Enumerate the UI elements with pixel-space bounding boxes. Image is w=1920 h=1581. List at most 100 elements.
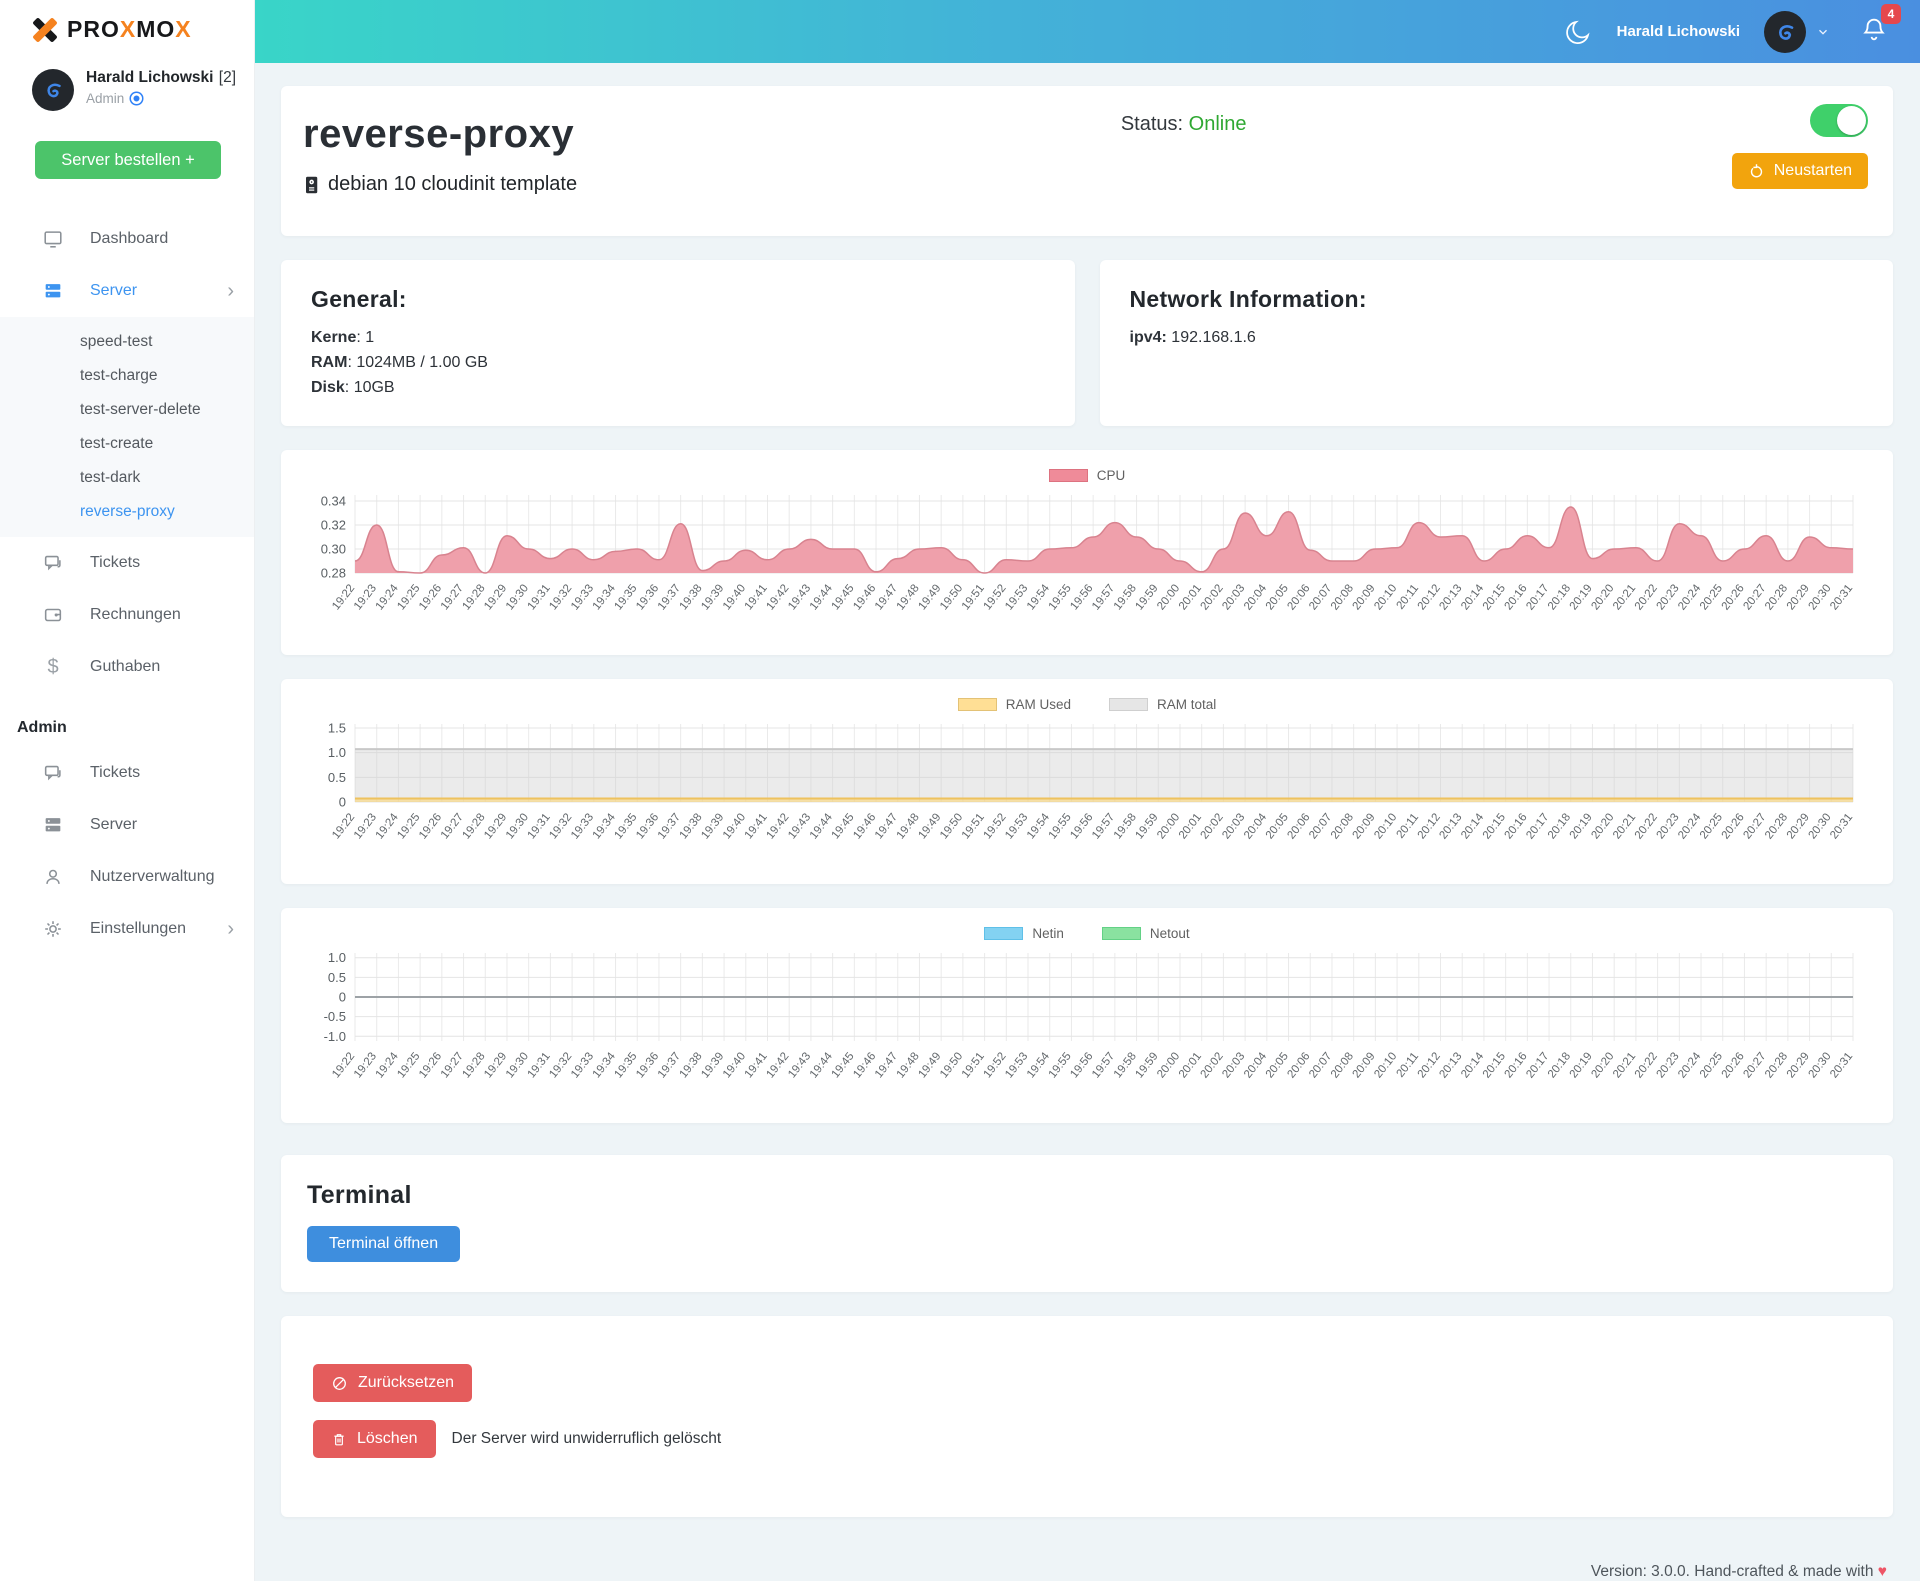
svg-text:19:31: 19:31 (526, 1050, 553, 1080)
svg-text:19:34: 19:34 (591, 582, 619, 613)
svg-text:19:45: 19:45 (830, 811, 857, 841)
reset-button[interactable]: Zurücksetzen (313, 1364, 472, 1402)
svg-text:20:27: 20:27 (1741, 582, 1768, 612)
svg-text:20:18: 20:18 (1546, 582, 1573, 612)
svg-text:20:00: 20:00 (1155, 811, 1182, 841)
sidebar-subitem-speed-test[interactable]: speed-test (0, 325, 254, 359)
svg-text:19:30: 19:30 (504, 582, 531, 612)
svg-text:19:47: 19:47 (873, 582, 900, 612)
avatar[interactable] (32, 69, 74, 111)
sidebar-subitem-test-charge[interactable]: test-charge (0, 359, 254, 393)
sidebar-item-dashboard[interactable]: Dashboard (0, 213, 254, 265)
svg-text:20:10: 20:10 (1372, 582, 1399, 612)
svg-text:20:12: 20:12 (1416, 1050, 1443, 1080)
svg-text:19:44: 19:44 (808, 1050, 836, 1081)
svg-text:20:07: 20:07 (1307, 1050, 1334, 1080)
general-row-kerne: Kerne: 1 (311, 325, 1045, 350)
svg-text:19:22: 19:22 (330, 811, 357, 841)
sidebar-item-guthaben[interactable]: $ Guthaben (0, 641, 254, 693)
svg-text:20:14: 20:14 (1459, 811, 1487, 842)
legend-item-ram-total[interactable]: RAM total (1109, 697, 1216, 712)
avatar[interactable] (1764, 11, 1806, 53)
ram-usage-chart[interactable]: 1.51.00.5019:2219:2319:2419:2519:2619:27… (305, 717, 1865, 876)
svg-text:20:24: 20:24 (1676, 582, 1704, 613)
sidebar-item-label: Einstellungen (90, 920, 186, 938)
svg-text:20:24: 20:24 (1676, 1050, 1704, 1081)
svg-text:20:08: 20:08 (1329, 582, 1356, 612)
svg-text:20:06: 20:06 (1285, 582, 1312, 612)
svg-text:19:24: 19:24 (374, 811, 402, 842)
legend-item-ram-used[interactable]: RAM Used (958, 697, 1071, 712)
sidebar-item-label: Dashboard (90, 230, 168, 248)
svg-text:19:54: 19:54 (1025, 582, 1053, 613)
svg-text:19:28: 19:28 (460, 582, 487, 612)
svg-text:20:27: 20:27 (1741, 1050, 1768, 1080)
general-title: General: (311, 286, 1045, 313)
svg-text:20:01: 20:01 (1177, 811, 1204, 841)
user-role-label: Admin (86, 91, 124, 106)
proxmox-x-icon (30, 17, 60, 43)
terminal-title: Terminal (307, 1181, 1863, 1210)
topbar-username[interactable]: Harald Lichowski (1617, 23, 1740, 40)
svg-text:19:55: 19:55 (1047, 811, 1074, 841)
svg-text:20:19: 20:19 (1568, 582, 1595, 612)
svg-text:20:16: 20:16 (1503, 582, 1530, 612)
sidebar-item-einstellungen[interactable]: Einstellungen › (0, 903, 254, 955)
sidebar-subitem-reverse-proxy[interactable]: reverse-proxy (0, 495, 254, 529)
sidebar-item-nutzerverwaltung[interactable]: Nutzerverwaltung (0, 851, 254, 903)
svg-text:20:20: 20:20 (1589, 582, 1616, 612)
legend-item-netin[interactable]: Netin (984, 926, 1064, 941)
svg-text:20:09: 20:09 (1351, 582, 1378, 612)
power-toggle[interactable] (1810, 104, 1868, 137)
sidebar-subitem-test-create[interactable]: test-create (0, 427, 254, 461)
order-server-button[interactable]: Server bestellen + (35, 141, 221, 179)
svg-text:20:03: 20:03 (1220, 582, 1247, 612)
svg-text:19:45: 19:45 (830, 582, 857, 612)
sidebar-item-admin-server[interactable]: Server (0, 799, 254, 851)
svg-text:0.34: 0.34 (321, 494, 346, 509)
svg-text:0: 0 (339, 795, 346, 810)
monitor-icon (42, 228, 64, 250)
sidebar-item-rechnungen[interactable]: Rechnungen (0, 589, 254, 641)
svg-text:20:09: 20:09 (1351, 811, 1378, 841)
netout-legend-swatch (1102, 927, 1141, 940)
sidebar-item-label: Server (90, 816, 137, 834)
proxmox-logo[interactable]: PROXMOX (0, 0, 254, 43)
moon-dark-mode-icon[interactable] (1563, 17, 1593, 47)
svg-text:19:40: 19:40 (721, 582, 748, 612)
open-terminal-button[interactable]: Terminal öffnen (307, 1226, 460, 1262)
svg-text:20:27: 20:27 (1741, 811, 1768, 841)
notifications-bell[interactable]: 4 (1860, 15, 1888, 48)
svg-text:20:14: 20:14 (1459, 582, 1487, 613)
svg-text:19:58: 19:58 (1112, 582, 1139, 612)
svg-text:20:25: 20:25 (1698, 582, 1725, 612)
sidebar-item-tickets[interactable]: Tickets (0, 537, 254, 589)
delete-button[interactable]: Löschen (313, 1420, 436, 1458)
sidebar-item-server[interactable]: Server › (0, 265, 254, 317)
sidebar-subitem-test-server-delete[interactable]: test-server-delete (0, 393, 254, 427)
ram-chart-legend: RAM Used RAM total (305, 693, 1869, 715)
network-traffic-chart[interactable]: 1.00.50-0.5-1.019:2219:2319:2419:2519:26… (305, 946, 1865, 1115)
server-icon (42, 814, 64, 836)
cpu-usage-chart[interactable]: 0.340.320.300.2819:2219:2319:2419:2519:2… (305, 488, 1865, 647)
svg-text:19:32: 19:32 (547, 1050, 574, 1080)
sidebar-item-admin-tickets[interactable]: Tickets (0, 747, 254, 799)
legend-item-netout[interactable]: Netout (1102, 926, 1190, 941)
svg-text:20:18: 20:18 (1546, 1050, 1573, 1080)
legend-label: RAM total (1157, 697, 1216, 712)
svg-text:20:05: 20:05 (1264, 1050, 1291, 1080)
svg-text:19:52: 19:52 (981, 811, 1008, 841)
restart-button[interactable]: Neustarten (1732, 153, 1868, 189)
svg-text:20:03: 20:03 (1220, 811, 1247, 841)
svg-text:19:53: 19:53 (1003, 582, 1030, 612)
legend-item-cpu[interactable]: CPU (1049, 468, 1126, 483)
chevron-down-icon[interactable] (1816, 25, 1830, 39)
network-title: Network Information: (1130, 286, 1864, 313)
svg-text:20:01: 20:01 (1177, 582, 1204, 612)
sidebar-subitem-test-dark[interactable]: test-dark (0, 461, 254, 495)
svg-text:20:23: 20:23 (1655, 1050, 1682, 1080)
svg-text:19:59: 19:59 (1133, 1050, 1160, 1080)
sidebar: PROXMOX Harald Lichowski [2] Admin Serve… (0, 0, 255, 1581)
svg-text:20:23: 20:23 (1655, 811, 1682, 841)
svg-text:20:21: 20:21 (1611, 1050, 1638, 1080)
